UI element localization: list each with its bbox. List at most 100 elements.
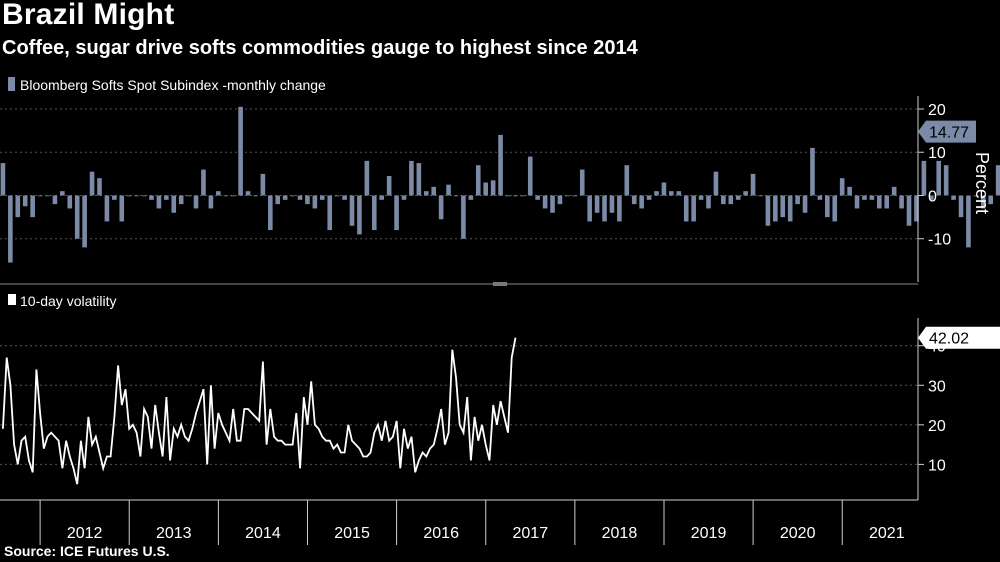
monthly-change-bar [216,191,221,196]
monthly-change-bar [475,165,481,196]
x-axis: 2012 2013 2014 2015 2016 2017 2018 2019 2020 2021 [39,500,905,545]
monthly-change-bar [884,195,890,209]
monthly-change-bar [156,195,162,209]
top-bars [0,106,1000,263]
monthly-change-bar [676,191,682,196]
monthly-change-bar [958,195,964,218]
monthly-change-bar [869,195,875,200]
monthly-change-bar [342,195,347,200]
monthly-change-bar [15,195,21,218]
monthly-change-bar [364,160,370,196]
monthly-change-bar [67,195,73,209]
monthly-change-bar [832,195,838,222]
top-y-axis: -10 0 10 20 [917,96,951,282]
monthly-change-bar [542,195,548,209]
monthly-change-bar [8,195,13,263]
monthly-change-bar [966,195,971,248]
bottom-legend-label: 10-day volatility [20,293,117,309]
monthly-change-bar [461,195,466,239]
x-axis-year-label: 2013 [156,525,192,542]
top-last-value: 14.77 [929,125,969,142]
monthly-change-bar [275,195,281,205]
monthly-change-bar [453,195,459,197]
monthly-change-bar [825,195,830,218]
monthly-change-bar [171,195,177,213]
monthly-change-bar [52,195,58,205]
bottom-gridlines [0,345,918,465]
monthly-change-bar [164,195,169,200]
monthly-change-bar [89,171,95,196]
monthly-change-bar [565,195,570,197]
monthly-change-bar [891,186,897,196]
monthly-change-bar [899,195,904,209]
monthly-change-bar [995,165,1000,196]
x-axis-year-label: 2015 [334,525,370,542]
monthly-change-bar [483,182,488,196]
top-y-tick-label: -10 [928,232,951,249]
monthly-change-bar [951,195,956,200]
monthly-change-bar [520,195,526,197]
monthly-change-bar [936,160,942,196]
x-axis-year-label: 2016 [423,525,459,542]
monthly-change-bar [973,195,979,197]
monthly-change-bar [409,160,414,196]
x-axis-year-label: 2021 [869,525,905,542]
monthly-change-bar [245,191,251,196]
volatility-line [2,337,517,485]
monthly-change-bar [282,195,288,200]
monthly-change-bar [795,195,800,205]
monthly-change-bar [112,195,117,200]
monthly-change-bar [683,195,689,222]
monthly-change-bar [149,195,154,200]
monthly-change-bar [661,182,667,196]
monthly-change-bar [45,195,50,197]
top-y-tick-label: 0 [928,188,937,205]
x-axis-year-label: 2019 [691,525,727,542]
monthly-change-bar [223,195,229,197]
top-y-axis-label: Percent [972,152,992,214]
monthly-change-bar [74,195,80,239]
monthly-change-bar [980,195,986,209]
monthly-change-bar [728,195,734,205]
monthly-change-bar [238,106,243,196]
monthly-change-bar [186,195,191,197]
monthly-change-bar [646,195,652,200]
x-axis-year-label: 2012 [67,525,103,542]
monthly-change-bar [104,195,110,222]
monthly-change-bar [0,163,6,196]
monthly-change-bar [386,176,392,196]
top-y-tick-label: 10 [928,145,946,162]
bottom-last-value: 42.02 [929,331,969,348]
panel-divider-handle [493,282,507,286]
monthly-change-bar [379,195,385,200]
monthly-change-bar [639,195,644,209]
monthly-change-bar [297,195,303,200]
bottom-y-tick-label: 30 [928,378,946,395]
bottom-last-value-badge: 42.02 [918,326,1000,349]
monthly-change-bar [305,195,310,205]
monthly-change-bar [535,195,540,200]
monthly-change-bar [126,195,132,197]
monthly-change-bar [327,195,333,231]
x-axis-year-label: 2020 [780,525,816,542]
monthly-change-bar [260,173,266,196]
monthly-change-bar [631,195,637,205]
monthly-change-bar [134,195,139,197]
monthly-change-bar [268,195,273,231]
bottom-y-axis: 10203040 [917,318,946,500]
monthly-change-bar [513,195,518,197]
monthly-change-bar [921,160,927,196]
monthly-change-bar [37,195,43,197]
monthly-change-bar [319,195,325,200]
bottom-legend-swatch [8,294,16,305]
monthly-change-bar [847,186,852,196]
monthly-change-bar [862,195,867,200]
monthly-change-bar [119,195,125,222]
monthly-change-bar [802,195,808,213]
monthly-change-bar [357,195,362,235]
monthly-change-bar [579,169,585,196]
chart-title: Brazil Might [2,0,175,31]
monthly-change-bar [594,195,600,213]
monthly-change-bar [550,195,555,213]
